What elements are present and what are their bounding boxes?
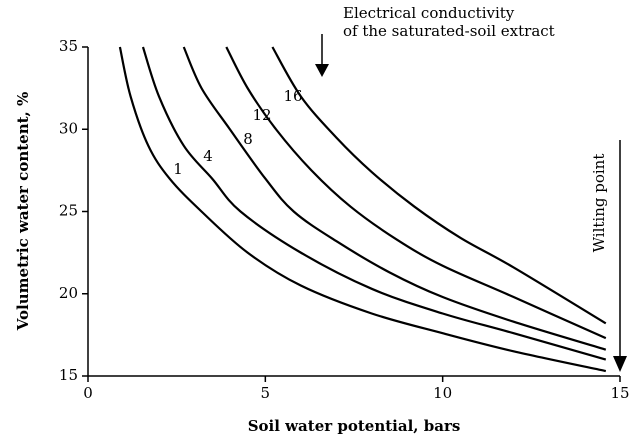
x-tick-label: 15 <box>610 384 629 402</box>
curve <box>271 46 607 325</box>
curve <box>141 46 607 361</box>
y-tick-label: 35 <box>59 37 78 55</box>
arrow-head <box>613 356 627 372</box>
x-axis-title: Soil water potential, bars <box>248 417 461 435</box>
curve <box>225 46 607 340</box>
y-tick-label: 20 <box>59 284 78 302</box>
annotation: Electrical conductivity <box>343 4 515 22</box>
x-tick-label: 5 <box>261 384 271 402</box>
y-tick-label: 30 <box>59 119 78 137</box>
curve-label: 1 <box>173 160 183 178</box>
y-axis-title: Volumetric water content, % <box>14 92 32 331</box>
curve-label: 4 <box>203 147 213 165</box>
curve-label: 12 <box>252 106 271 124</box>
arrow-head <box>315 64 329 77</box>
x-tick-label: 10 <box>433 384 452 402</box>
x-tick-label: 0 <box>83 384 93 402</box>
y-tick-label: 25 <box>59 202 78 220</box>
curve <box>182 46 607 351</box>
curve-label: 16 <box>283 87 302 105</box>
annotation: Wilting point <box>590 154 608 253</box>
y-tick-label: 15 <box>59 366 78 384</box>
curve <box>118 46 607 373</box>
annotation: of the saturated-soil extract <box>343 22 555 40</box>
curve-label: 8 <box>243 130 253 148</box>
